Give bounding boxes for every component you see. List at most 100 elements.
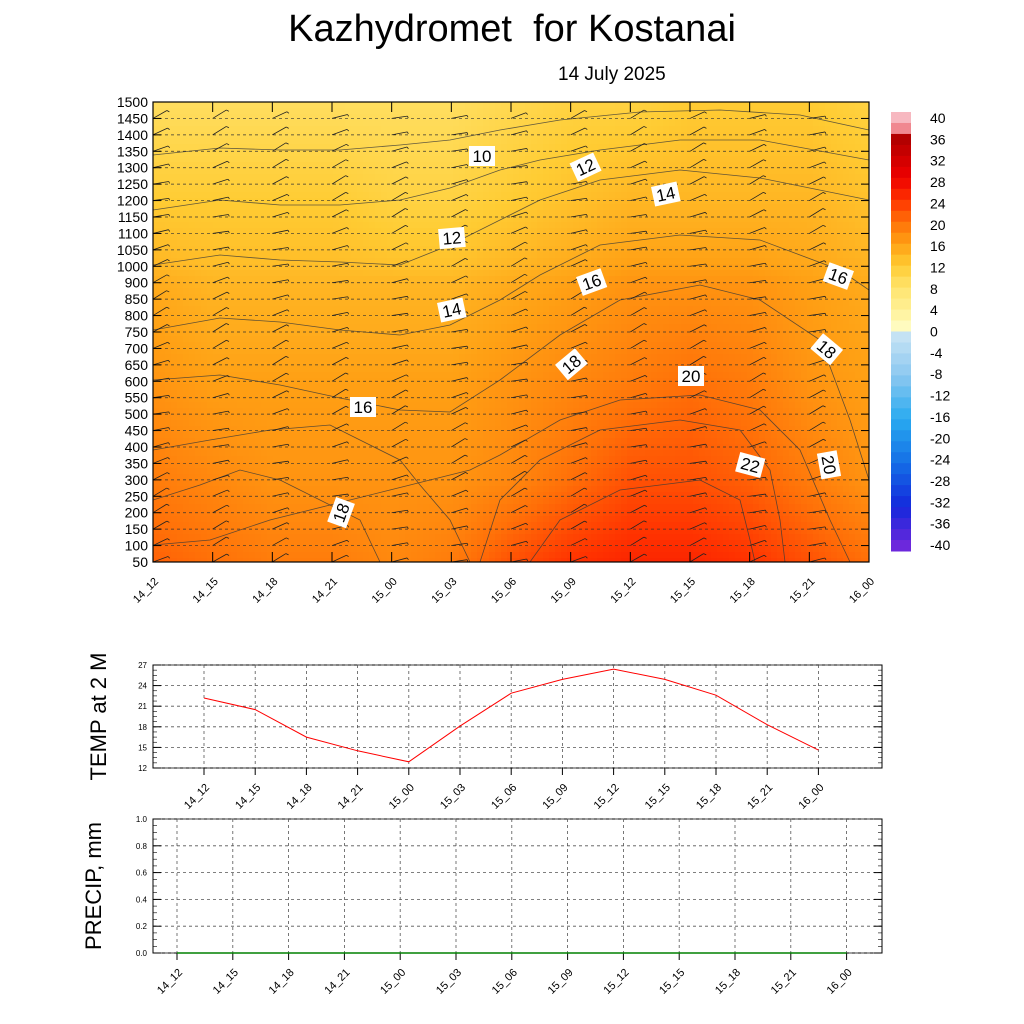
- field-cell: [333, 336, 340, 343]
- field-cell: [495, 264, 502, 271]
- field-cell: [453, 384, 460, 391]
- field-cell: [435, 522, 442, 529]
- field-cell: [393, 138, 400, 145]
- field-cell: [207, 504, 214, 511]
- field-cell: [375, 138, 382, 145]
- field-cell: [159, 486, 166, 493]
- field-cell: [303, 462, 310, 469]
- field-cell: [459, 282, 466, 289]
- field-cell: [249, 258, 256, 265]
- field-cell: [327, 426, 334, 433]
- field-cell: [441, 444, 448, 451]
- field-cell: [189, 510, 196, 517]
- field-cell: [273, 282, 280, 289]
- field-cell: [447, 198, 454, 205]
- field-cell: [303, 342, 310, 349]
- field-cell: [297, 426, 304, 433]
- field-cell: [531, 522, 538, 529]
- field-cell: [225, 288, 232, 295]
- field-cell: [255, 480, 262, 487]
- field-cell: [387, 216, 394, 223]
- field-cell: [351, 534, 358, 541]
- field-cell: [417, 300, 424, 307]
- field-cell: [459, 186, 466, 193]
- field-cell: [219, 510, 226, 517]
- field-cell: [183, 306, 190, 313]
- field-cell: [159, 312, 166, 319]
- field-cell: [207, 108, 214, 115]
- field-cell: [333, 462, 340, 469]
- field-cell: [213, 348, 220, 355]
- field-cell: [513, 354, 520, 361]
- field-cell: [171, 174, 178, 181]
- field-cell: [453, 252, 460, 259]
- field-cell: [423, 264, 430, 271]
- field-cell: [477, 468, 484, 475]
- field-cell: [363, 474, 370, 481]
- field-cell: [495, 234, 502, 241]
- field-cell: [303, 264, 310, 271]
- field-cell: [369, 174, 376, 181]
- field-cell: [393, 174, 400, 181]
- field-cell: [435, 474, 442, 481]
- field-cell: [393, 540, 400, 547]
- field-cell: [189, 186, 196, 193]
- field-cell: [171, 162, 178, 169]
- field-cell: [423, 192, 430, 199]
- field-cell: [315, 252, 322, 259]
- field-cell: [171, 372, 178, 379]
- field-cell: [249, 198, 256, 205]
- field-cell: [369, 102, 376, 109]
- field-cell: [435, 450, 442, 457]
- field-cell: [495, 504, 502, 511]
- field-cell: [219, 522, 226, 529]
- field-cell: [489, 270, 496, 277]
- field-cell: [507, 138, 514, 145]
- field-cell: [405, 156, 412, 163]
- field-cell: [369, 288, 376, 295]
- field-cell: [411, 366, 418, 373]
- field-cell: [315, 402, 322, 409]
- field-cell: [537, 168, 544, 175]
- field-cell: [513, 234, 520, 241]
- field-cell: [309, 156, 316, 163]
- field-cell: [399, 318, 406, 325]
- field-cell: [327, 486, 334, 493]
- field-cell: [447, 210, 454, 217]
- field-cell: [345, 528, 352, 535]
- field-cell: [303, 174, 310, 181]
- field-cell: [477, 360, 484, 367]
- field-cell: [519, 480, 526, 487]
- field-cell: [183, 534, 190, 541]
- field-cell: [195, 336, 202, 343]
- field-cell: [333, 528, 340, 535]
- field-cell: [315, 228, 322, 235]
- field-cell: [417, 318, 424, 325]
- field-cell: [195, 246, 202, 253]
- field-cell: [249, 420, 256, 427]
- field-cell: [279, 384, 286, 391]
- field-cell: [213, 156, 220, 163]
- field-cell: [339, 468, 346, 475]
- field-cell: [231, 102, 238, 109]
- field-cell: [495, 486, 502, 493]
- field-cell: [237, 504, 244, 511]
- field-cell: [381, 342, 388, 349]
- field-cell: [519, 144, 526, 151]
- field-cell: [411, 444, 418, 451]
- field-cell: [201, 414, 208, 421]
- field-cell: [447, 138, 454, 145]
- field-cell: [507, 546, 514, 553]
- field-cell: [243, 294, 250, 301]
- field-cell: [195, 396, 202, 403]
- field-cell: [537, 246, 544, 253]
- field-cell: [477, 102, 484, 109]
- field-cell: [231, 252, 238, 259]
- field-cell: [327, 108, 334, 115]
- field-cell: [219, 258, 226, 265]
- field-cell: [459, 102, 466, 109]
- field-cell: [171, 492, 178, 499]
- field-cell: [309, 414, 316, 421]
- field-cell: [285, 318, 292, 325]
